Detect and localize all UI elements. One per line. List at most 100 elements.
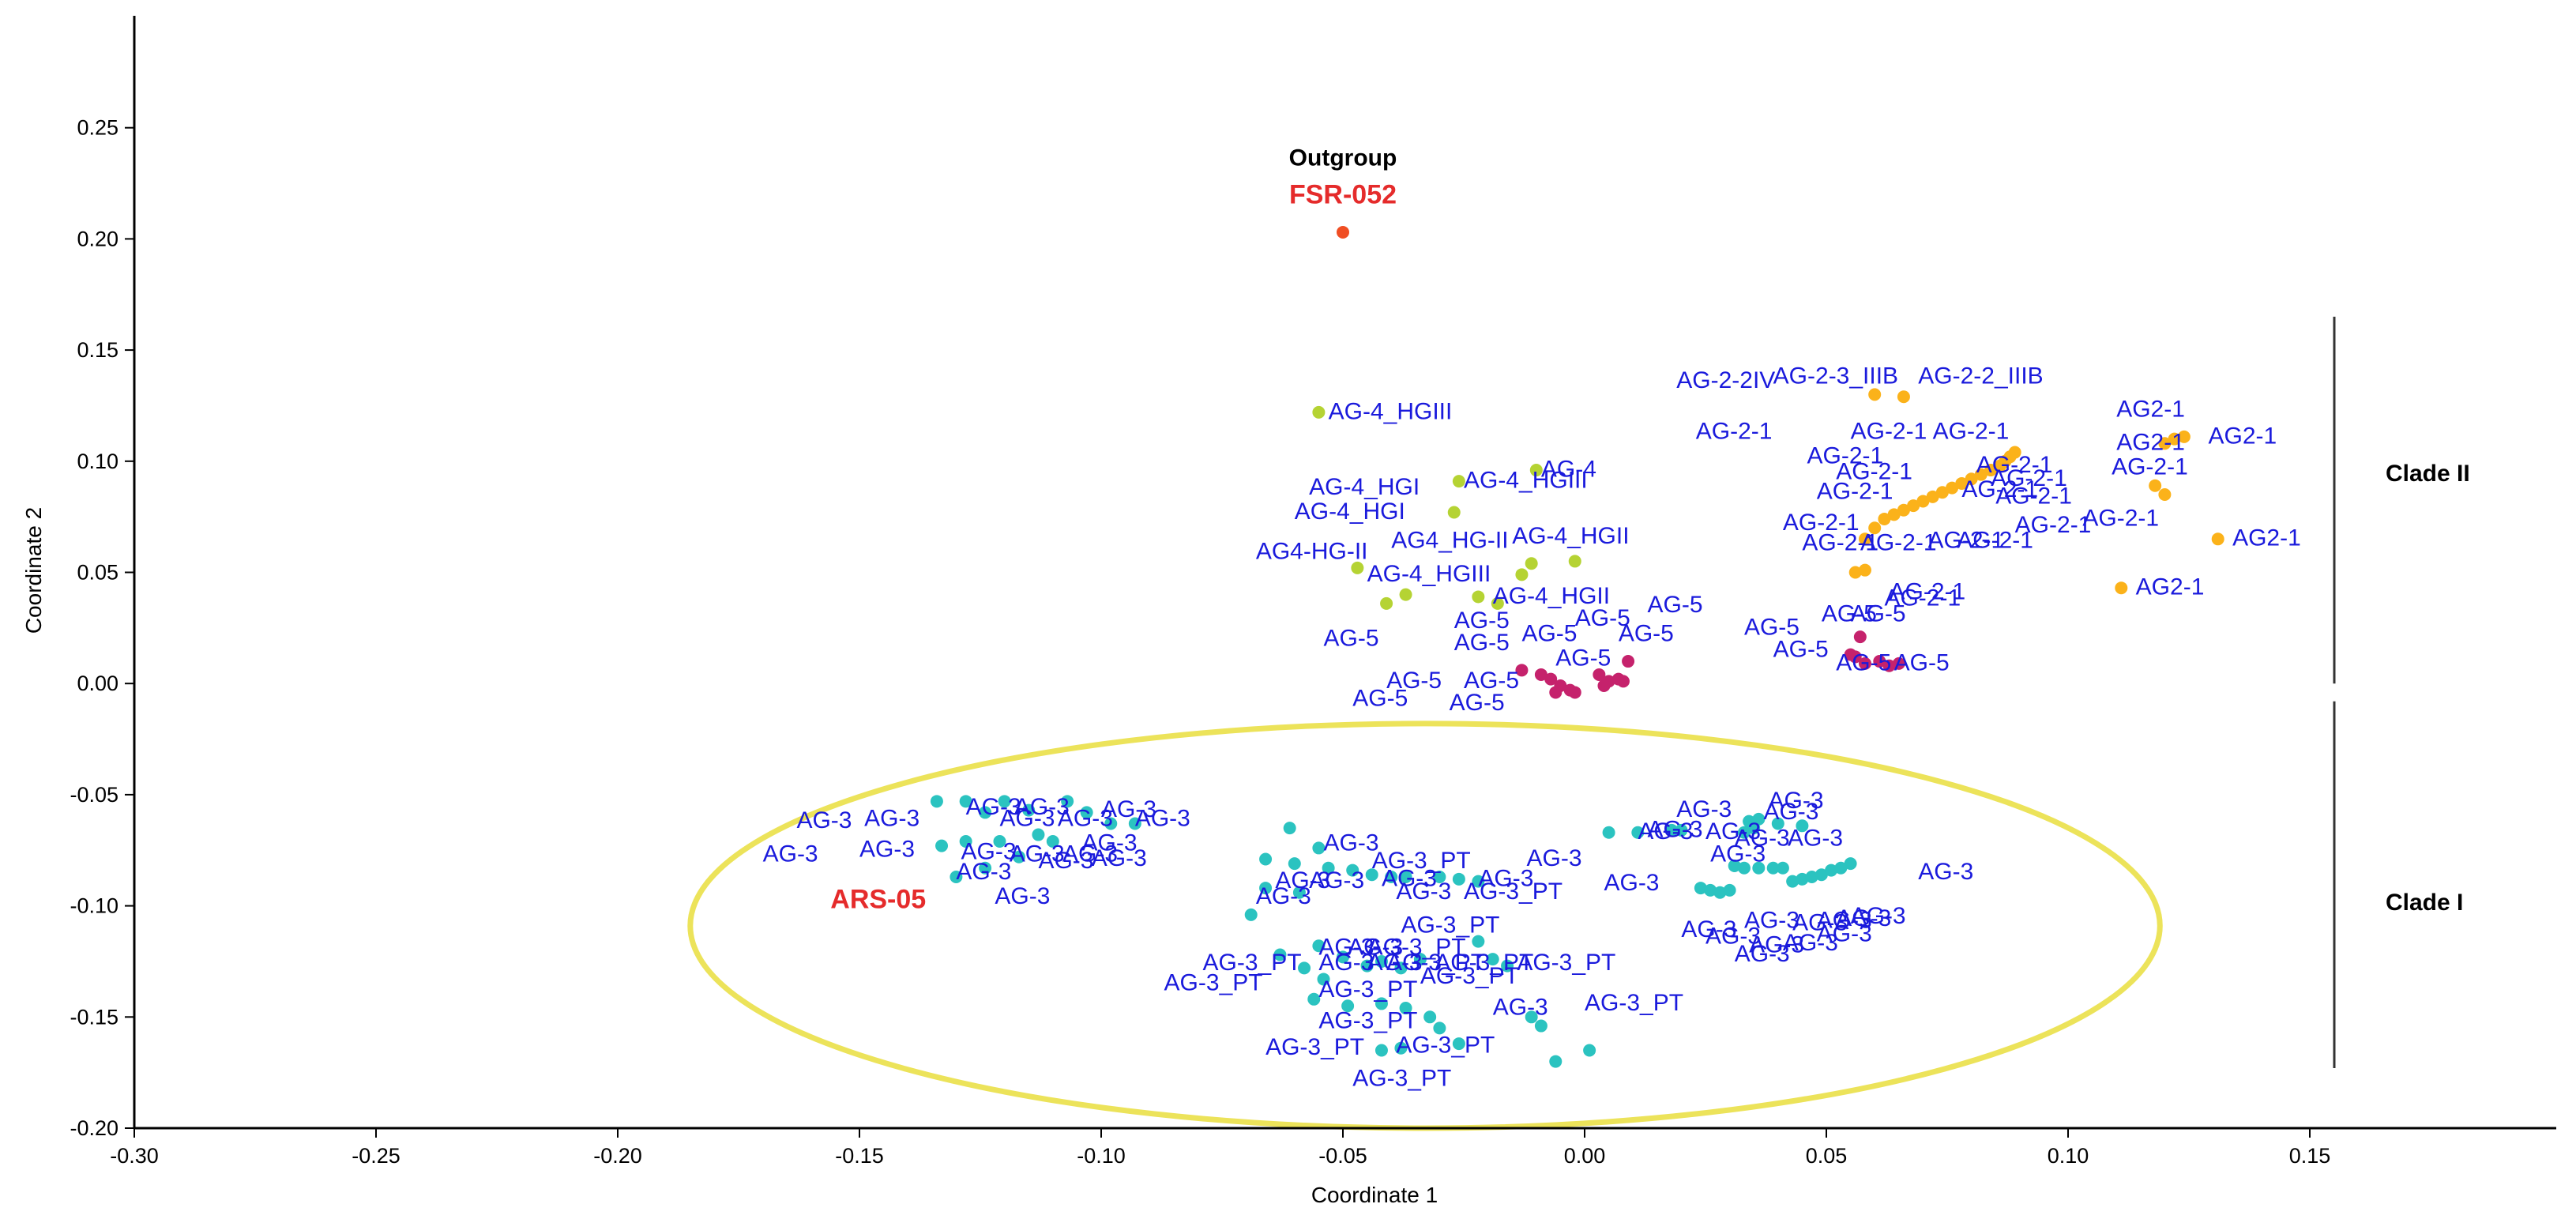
data-point-ag-3 (1694, 882, 1707, 895)
data-point-ag-3 (1452, 872, 1465, 886)
point-label: AG-3 (1348, 935, 1403, 961)
data-point-ag-3 (1374, 997, 1388, 1010)
data-point-ag-4 (1351, 561, 1364, 574)
data-point-ag-2 (1935, 486, 1949, 499)
x-tick-label: 0.05 (1806, 1144, 1848, 1168)
point-label: AG-3 (966, 794, 1021, 820)
point-label: AG-3_PT (1352, 1066, 1451, 1092)
y-tick-label: 0.10 (77, 450, 118, 473)
x-tick-label: 0.15 (2289, 1144, 2331, 1168)
data-point-ag-3 (1549, 1055, 1563, 1068)
point-label: AG-2-1 (1890, 578, 1966, 604)
point-label: AG-3_PT (1265, 1034, 1364, 1060)
point-label: AG-3 (1478, 865, 1533, 891)
data-point-ag-3 (959, 795, 972, 808)
data-point-ag-5 (1593, 668, 1606, 681)
point-label: AG-4_HGIII (1329, 398, 1453, 424)
point-label: AG-2-1 (1851, 419, 1927, 445)
data-point-ag-3 (1472, 875, 1485, 888)
data-point-ag-3 (1360, 959, 1374, 973)
point-label: AG-3 (999, 805, 1055, 831)
data-point-ag-3 (1602, 826, 1615, 839)
data-point-ag-5 (1534, 668, 1547, 681)
point-label: AG-5 (1575, 605, 1630, 631)
data-point-ag-3 (1796, 819, 1809, 833)
point-label: AG-2-1 (2082, 505, 2159, 531)
point-label: AG-3 (864, 805, 919, 831)
point-label: AG-2-1 (1807, 443, 1884, 469)
point-label: AG-3 (1396, 879, 1451, 905)
point-label: AG2-1 (2136, 574, 2205, 600)
point-label: AG-3_PT (1401, 912, 1499, 938)
data-point-ag-5 (1892, 657, 1905, 670)
point-label: AG-2-1 (1933, 419, 2010, 445)
point-label: AG-3 (1769, 788, 1824, 814)
data-point-ag-3 (1525, 1010, 1538, 1024)
data-point-ag-4 (1399, 588, 1412, 601)
data-point-ag-2 (1897, 390, 1910, 404)
point-label: AG-3 (1638, 818, 1693, 845)
point-label: AG-4_HGII (1512, 523, 1629, 549)
x-tick-label: -0.10 (1077, 1144, 1126, 1168)
data-point-ag-2 (1926, 490, 1939, 503)
point-label: AG-3_PT (1372, 848, 1471, 874)
point-label: AG-3 (1604, 870, 1659, 896)
data-point-ag-4 (1568, 555, 1581, 568)
point-label: AG-2-2_IIIB (1918, 363, 2043, 389)
point-label: AG2-1 (2116, 397, 2185, 423)
point-label: AG2-1 (2208, 423, 2277, 449)
data-point-ag-3 (1080, 806, 1093, 819)
point-label: AG-3 (1092, 845, 1147, 871)
point-label: AG-3 (1735, 941, 1790, 967)
data-point-ag-2 (1858, 532, 1871, 546)
data-point-ag-3 (1307, 992, 1321, 1006)
point-label: AG-4_HGI (1309, 474, 1420, 500)
y-tick-label: 0.05 (77, 561, 118, 585)
data-point-ag-2 (1907, 499, 1920, 513)
data-point-ag-2 (1984, 464, 1998, 477)
point-label: AG-3 (1309, 867, 1364, 894)
data-point-ag-3 (998, 795, 1011, 808)
point-label: AG-2-1 (1928, 528, 2005, 554)
data-point-ag-2 (2211, 532, 2224, 546)
point-label: AG-5 (1352, 685, 1408, 711)
point-label: AG4-HG-II (1256, 539, 1368, 565)
point-label: AG-4 (1541, 456, 1596, 482)
point-label: AG-5 (1894, 649, 1950, 675)
clade-label: Clade II (2386, 461, 2470, 487)
point-label: AG-5 (1450, 690, 1505, 716)
point-label: AG-3 (1676, 796, 1732, 822)
point-label: AG-4_HGIII (1464, 468, 1588, 494)
point-label: AG-2-1 (1995, 483, 2072, 509)
point-label: AG-2-1 (1884, 585, 1961, 611)
data-point-ag-3 (1012, 850, 1025, 863)
point-label: AG-3 (1014, 794, 1070, 820)
point-label: AG-2-1 (1976, 452, 2053, 478)
point-label: AG-3 (859, 837, 915, 863)
point-label: AG-3 (1082, 830, 1138, 856)
point-label: AG-3 (1010, 841, 1065, 867)
point-label: AG-3 (763, 841, 818, 867)
point-label: AG-3 (796, 807, 852, 833)
x-tick-label: -0.25 (352, 1144, 401, 1168)
data-point-ag-3 (950, 871, 963, 884)
data-point-ag-3 (1312, 939, 1326, 953)
data-point-ag-3 (1472, 935, 1485, 948)
data-point-ag-3 (979, 861, 992, 875)
point-label: AG-3 (1382, 865, 1437, 891)
y-tick-label: 0.20 (77, 227, 118, 250)
data-point-ag-4 (1472, 590, 1485, 604)
point-label: AG-3 (1648, 816, 1703, 842)
data-point-ag-5 (1873, 655, 1886, 668)
point-label: AG-5 (1454, 608, 1510, 634)
point-label: AG-3 (1918, 859, 1973, 885)
data-point-ag-3 (1273, 948, 1287, 961)
data-point-ag-5 (1568, 686, 1581, 699)
x-tick-label: 0.00 (1564, 1144, 1606, 1168)
data-point-ag-3 (1433, 1021, 1446, 1035)
point-labels: Outgroup FSR-052 ARS-05 AG-2-2IVAG-2-3_IIIB… (763, 145, 2301, 1092)
point-label: AG-3 (1038, 848, 1093, 874)
data-point-ag-3 (1631, 826, 1645, 839)
data-point-ag-3 (1713, 886, 1727, 899)
